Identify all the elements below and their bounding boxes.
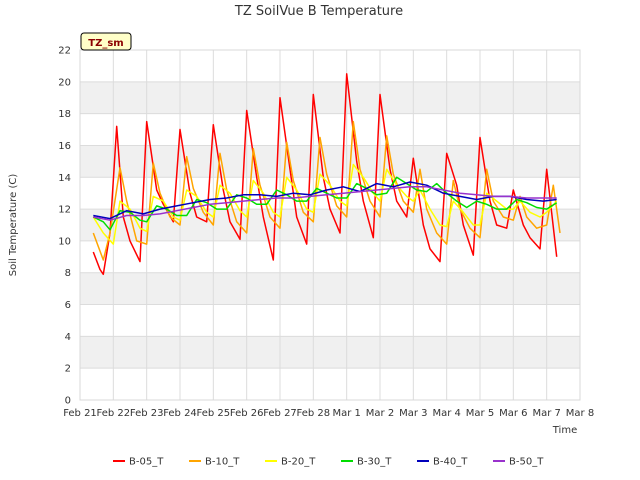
y-tick-label: 20 — [58, 77, 71, 88]
series-line-b-50-t — [93, 186, 557, 221]
plot-frame — [79, 49, 581, 401]
x-tick-label: Mar 2 — [366, 408, 394, 419]
chart-title: TZ SoilVue B Temperature — [234, 4, 403, 19]
y-tick-label: 22 — [58, 46, 71, 57]
series-line-b-05-t — [92, 73, 558, 276]
series-line-b-20-t — [92, 163, 558, 245]
x-tick-label: Mar 6 — [499, 408, 527, 419]
x-tick-label: Feb 22 — [97, 408, 131, 419]
y-tick-label: 16 — [58, 141, 71, 152]
plot-band — [80, 81, 580, 114]
x-tick-label: Mar 5 — [466, 408, 494, 419]
x-tick-label: Feb 24 — [163, 408, 197, 419]
plot-band — [80, 272, 580, 305]
x-axis-label: Time — [552, 425, 577, 436]
plot-band — [80, 336, 580, 369]
legend-label-b-40-t: B-40_T — [433, 457, 468, 468]
y-tick-label: 2 — [65, 364, 71, 375]
y-tick-label: 6 — [65, 300, 71, 311]
x-tick-label: Feb 21 — [63, 408, 97, 419]
y-tick-label: 4 — [65, 332, 71, 343]
y-tick-label: 10 — [58, 236, 71, 247]
legend-label-b-05-t: B-05_T — [129, 457, 164, 468]
y-tick-label: 14 — [58, 173, 71, 184]
legend-label-b-20-t: B-20_T — [281, 457, 316, 468]
x-tick-label: Mar 4 — [432, 408, 460, 419]
y-tick-label: 8 — [65, 268, 71, 279]
x-tick-label: Mar 1 — [332, 408, 360, 419]
x-tick-label: Mar 7 — [532, 408, 560, 419]
x-tick-label: Feb 26 — [230, 408, 264, 419]
x-tick-label: Feb 25 — [197, 408, 231, 419]
x-tick-label: Mar 3 — [399, 408, 427, 419]
x-tick-label: Feb 23 — [130, 408, 164, 419]
x-tick-labels: Feb 21 Feb 22 Feb 23 Feb 24 Feb 25 Feb 26 Feb … — [63, 408, 594, 419]
x-tick-label: Feb 27 — [263, 408, 297, 419]
series-line-b-10-t — [92, 120, 561, 261]
plot-bands — [80, 81, 580, 369]
y-tick-label: 18 — [58, 109, 71, 120]
series-lines — [92, 73, 561, 276]
legend: B-05_T B-10_T B-20_T B-30_T B-40_T B-50_T — [113, 457, 544, 468]
series-line-b-40-t — [93, 181, 557, 220]
legend-label-b-10-t: B-10_T — [205, 457, 240, 468]
y-axis-label: Soil Temperature (C) — [8, 174, 19, 277]
site-label-text: TZ_sm — [88, 38, 123, 49]
y-tick-label: 12 — [58, 205, 71, 216]
x-tick-label: Mar 8 — [566, 408, 594, 419]
plot-band — [80, 145, 580, 178]
x-tick-label: Feb 28 — [297, 408, 331, 419]
y-tick-label: 0 — [65, 396, 71, 407]
site-label: TZ_sm — [80, 32, 132, 51]
y-tick-labels: 0 2 4 6 8 10 12 14 16 18 20 22 — [58, 46, 71, 407]
legend-label-b-30-t: B-30_T — [357, 457, 392, 468]
legend-label-b-50-t: B-50_T — [509, 457, 544, 468]
